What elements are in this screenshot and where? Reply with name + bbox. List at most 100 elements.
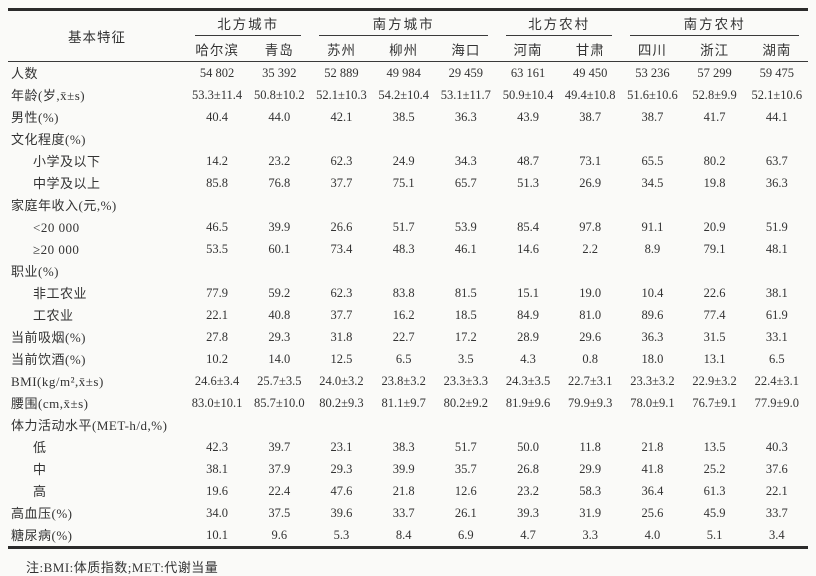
cell: 77.4 bbox=[703, 307, 726, 322]
cell: 36.3 bbox=[454, 109, 477, 124]
cell: 38.1 bbox=[206, 461, 229, 476]
cell: 29.3 bbox=[268, 329, 291, 344]
cell: 21.8 bbox=[641, 439, 664, 454]
table-row: 工农业 22.1 40.8 37.7 16.2 18.5 84.9 81.0 89.6 77.4 6… bbox=[8, 304, 808, 326]
cell: 22.7 bbox=[392, 329, 415, 344]
cell: 81.5 bbox=[454, 285, 477, 300]
cell: 45.9 bbox=[703, 505, 726, 520]
cell: 80.2 bbox=[703, 153, 726, 168]
row-label: 中 bbox=[33, 461, 47, 477]
cell: 16.2 bbox=[392, 307, 415, 322]
row-label: 职业(%) bbox=[11, 263, 59, 279]
cell bbox=[746, 194, 808, 216]
cell: 76.8 bbox=[268, 175, 291, 190]
cell: 81.0 bbox=[579, 307, 602, 322]
cell: 12.6 bbox=[454, 483, 477, 498]
cell bbox=[621, 194, 683, 216]
cell bbox=[559, 128, 621, 150]
cell bbox=[746, 260, 808, 282]
cell: 22.1 bbox=[206, 307, 229, 322]
table-row: 高 19.6 22.4 47.6 21.8 12.6 23.2 58.3 36.4 61.3 22.… bbox=[8, 480, 808, 502]
cell: 46.1 bbox=[454, 241, 477, 256]
row-label: 非工农业 bbox=[33, 285, 88, 301]
cell bbox=[621, 414, 683, 436]
cell bbox=[373, 194, 435, 216]
table-row: <20 000 46.5 39.9 26.6 51.7 53.9 85.4 97.8 91.1 2… bbox=[8, 216, 808, 238]
cell: 49 984 bbox=[386, 65, 421, 80]
cell: 38.5 bbox=[392, 109, 415, 124]
cell: 39.3 bbox=[517, 505, 539, 520]
cell: 61.9 bbox=[765, 307, 788, 322]
cell bbox=[497, 128, 559, 150]
cell: 23.8±3.2 bbox=[381, 373, 426, 388]
cell bbox=[746, 414, 808, 436]
row-label: 高 bbox=[33, 483, 47, 499]
cell: 85.4 bbox=[517, 219, 539, 234]
cell: 31.8 bbox=[330, 329, 353, 344]
cell: 6.5 bbox=[769, 351, 785, 366]
cell: 8.4 bbox=[395, 527, 412, 542]
cell: 25.7±3.5 bbox=[257, 373, 302, 388]
cell: 44.0 bbox=[268, 109, 291, 124]
cell: 52.8±9.9 bbox=[692, 87, 737, 102]
cell: 23.3±3.2 bbox=[630, 373, 675, 388]
row-label: 当前饮酒(%) bbox=[11, 351, 86, 367]
cell bbox=[684, 128, 746, 150]
cell: 40.8 bbox=[268, 307, 291, 322]
cell bbox=[559, 260, 621, 282]
cell: 31.9 bbox=[579, 505, 602, 520]
cell: 58.3 bbox=[579, 483, 602, 498]
cell: 77.9 bbox=[206, 285, 229, 300]
cell: 40.3 bbox=[765, 439, 788, 454]
cell: 25.2 bbox=[703, 461, 726, 476]
column-header-harbin: 哈尔滨 bbox=[186, 36, 249, 62]
cell: 11.8 bbox=[579, 439, 601, 454]
column-group-row: 基本特征 北方城市 南方城市 北方农村 南方农村 bbox=[8, 9, 808, 62]
cell: 6.5 bbox=[395, 351, 412, 366]
cell: 81.9±9.6 bbox=[505, 395, 551, 410]
cell: 24.3±3.5 bbox=[505, 373, 551, 388]
cell: 14.6 bbox=[517, 241, 539, 256]
cell: 36.3 bbox=[765, 175, 788, 190]
cell: 49.4±10.8 bbox=[564, 87, 616, 102]
cell: 61.3 bbox=[703, 483, 726, 498]
cell: 2.2 bbox=[582, 241, 599, 256]
cell: 12.5 bbox=[330, 351, 353, 366]
cell: 5.1 bbox=[706, 527, 723, 542]
baseline-characteristics-table: 基本特征 北方城市 南方城市 北方农村 南方农村 哈尔滨 青岛 苏州 柳州 海口… bbox=[8, 8, 808, 549]
cell: 23.2 bbox=[268, 153, 291, 168]
cell: 52.1±10.6 bbox=[751, 87, 803, 102]
group-label: 北方农村 bbox=[505, 11, 613, 36]
row-label: 工农业 bbox=[33, 307, 74, 323]
cell: 63.7 bbox=[765, 153, 788, 168]
cell: 43.9 bbox=[517, 109, 539, 124]
column-header-hunan: 湖南 bbox=[745, 36, 808, 62]
cell: 57 299 bbox=[697, 65, 732, 80]
cell: 77.9±9.0 bbox=[754, 395, 800, 410]
cell: 85.8 bbox=[206, 175, 229, 190]
column-header-liuzhou: 柳州 bbox=[372, 36, 435, 62]
table-row: 中学及以上 85.8 76.8 37.7 75.1 65.7 51.3 26.9 34.5 19.… bbox=[8, 172, 808, 194]
cell: 33.7 bbox=[765, 505, 788, 520]
cell bbox=[373, 414, 435, 436]
cell: 50.8±10.2 bbox=[253, 87, 305, 102]
cell: 65.5 bbox=[641, 153, 664, 168]
cell: 50.9±10.4 bbox=[502, 87, 554, 102]
cell bbox=[310, 260, 372, 282]
cell: 60.1 bbox=[268, 241, 291, 256]
cell bbox=[497, 414, 559, 436]
cell: 38.3 bbox=[392, 439, 415, 454]
row-label: 低 bbox=[33, 439, 47, 455]
cell: 33.1 bbox=[765, 329, 788, 344]
cell: 46.5 bbox=[206, 219, 229, 234]
cell: 22.4 bbox=[268, 483, 291, 498]
cell: 42.1 bbox=[330, 109, 353, 124]
cell bbox=[310, 128, 372, 150]
cell: 6.9 bbox=[458, 527, 474, 542]
cell bbox=[621, 128, 683, 150]
cell: 23.3±3.3 bbox=[443, 373, 489, 388]
column-header-zhejiang: 浙江 bbox=[683, 36, 746, 62]
cell bbox=[186, 128, 248, 150]
cell: 34.3 bbox=[454, 153, 477, 168]
